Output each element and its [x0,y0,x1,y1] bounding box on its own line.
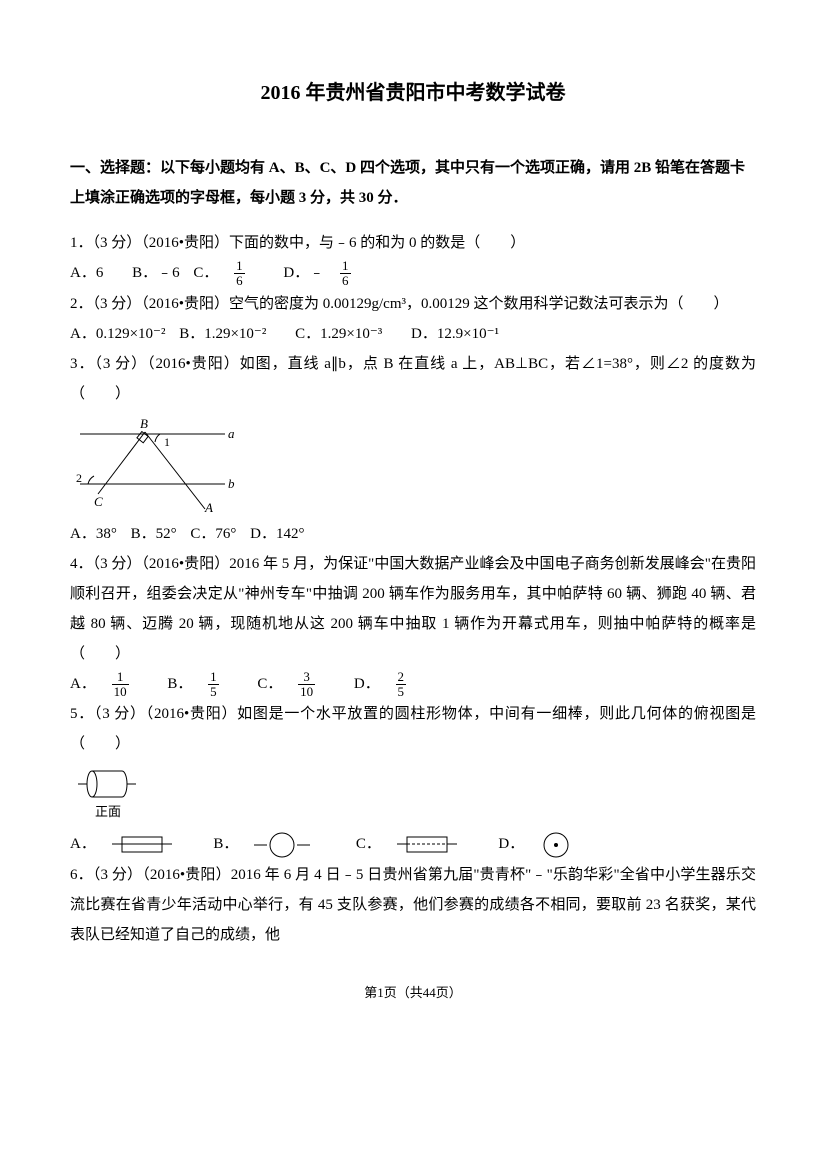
question-2: 2．（3 分）（2016•贵阳）空气的密度为 0.00129g/cm³，0.00… [70,289,756,319]
q1-opt-a: A．6 [70,265,103,281]
q5-opt-c: C． [356,836,381,852]
q5-choice-c-icon [395,832,465,857]
fraction-1-6-neg: 16 [340,259,361,289]
question-3: 3．（3 分）（2016•贵阳）如图，直线 a∥b，点 B 在直线 a 上，AB… [70,349,756,409]
section-header: 一、选择题：以下每小题均有 A、B、C、D 四个选项，其中只有一个选项正确，请用… [70,153,756,213]
parallel-lines-diagram: B a b 1 2 C A [70,414,240,514]
q1-opt-b: B．﹣6 [132,265,180,281]
question-1-options: A．6 B．﹣6 C． 16 D．﹣ 16 [70,258,756,288]
svg-text:C: C [94,494,103,509]
question-5-options: A． B． C． D． [70,829,756,860]
question-2-options: A．0.129×10⁻² B．1.29×10⁻² C．1.29×10⁻³ D．1… [70,319,756,349]
cylinder-icon: 正面 [70,764,150,824]
q3-opt-a: A．38° [70,526,117,542]
fraction-3-10: 310 [298,670,325,700]
question-6: 6．（3 分）（2016•贵阳）2016 年 6 月 4 日﹣5 日贵州省第九届… [70,860,756,950]
q2-opt-a: A．0.129×10⁻² [70,326,165,342]
question-3-options: A．38° B．52° C．76° D．142° [70,519,756,549]
question-4-options: A． 110 B． 15 C． 310 D． 25 [70,669,756,699]
question-1: 1．（3 分）（2016•贵阳）下面的数中，与﹣6 的和为 0 的数是（ ） [70,228,756,258]
fraction-1-6: 16 [234,259,255,289]
q3-opt-c: C．76° [190,526,236,542]
page-title: 2016 年贵州省贵阳市中考数学试卷 [70,73,756,113]
q5-diagram: 正面 [70,764,756,824]
svg-text:1: 1 [164,435,170,449]
fraction-1-10: 110 [112,670,139,700]
q1-opt-c: C． [193,265,218,281]
q4-opt-b: B． [167,676,192,692]
page-footer: 第1页（共44页） [70,980,756,1006]
svg-text:A: A [204,500,213,514]
fraction-1-5: 15 [208,670,229,700]
svg-text:2: 2 [76,471,82,485]
q2-opt-d: D．12.9×10⁻¹ [411,326,499,342]
q3-diagram: B a b 1 2 C A [70,414,756,514]
q5-choice-a-icon [110,832,180,857]
svg-text:B: B [140,416,148,431]
svg-text:正面: 正面 [95,804,121,819]
q2-opt-c: C．1.29×10⁻³ [295,326,382,342]
q5-choice-b-icon [252,830,322,860]
question-4: 4．（3 分）（2016•贵阳）2016 年 5 月，为保证"中国大数据产业峰会… [70,549,756,669]
q5-opt-d: D． [498,836,524,852]
q4-opt-a: A． [70,676,96,692]
q4-opt-d: D． [354,676,380,692]
fraction-2-5: 25 [396,670,417,700]
q5-opt-b: B． [213,836,238,852]
q1-opt-d: D．﹣ [283,265,324,281]
q2-opt-b: B．1.29×10⁻² [179,326,266,342]
svg-text:a: a [228,426,235,441]
q4-opt-c: C． [257,676,282,692]
q3-opt-d: D．142° [250,526,304,542]
q5-choice-d-icon [538,830,578,860]
svg-text:b: b [228,476,235,491]
q3-opt-b: B．52° [131,526,177,542]
q5-opt-a: A． [70,836,96,852]
question-5: 5．（3 分）（2016•贵阳）如图是一个水平放置的圆柱形物体，中间有一细棒，则… [70,699,756,759]
